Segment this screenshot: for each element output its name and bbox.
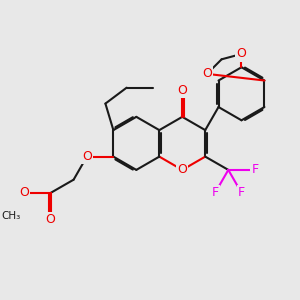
Text: CH₃: CH₃ [1, 211, 20, 221]
Text: O: O [19, 187, 29, 200]
Text: O: O [82, 150, 92, 163]
Text: F: F [251, 164, 258, 176]
Text: F: F [212, 187, 219, 200]
Text: O: O [177, 164, 187, 176]
Text: F: F [238, 187, 245, 200]
Text: O: O [202, 68, 212, 80]
Text: O: O [46, 213, 56, 226]
Text: O: O [177, 84, 187, 97]
Text: O: O [236, 47, 246, 61]
